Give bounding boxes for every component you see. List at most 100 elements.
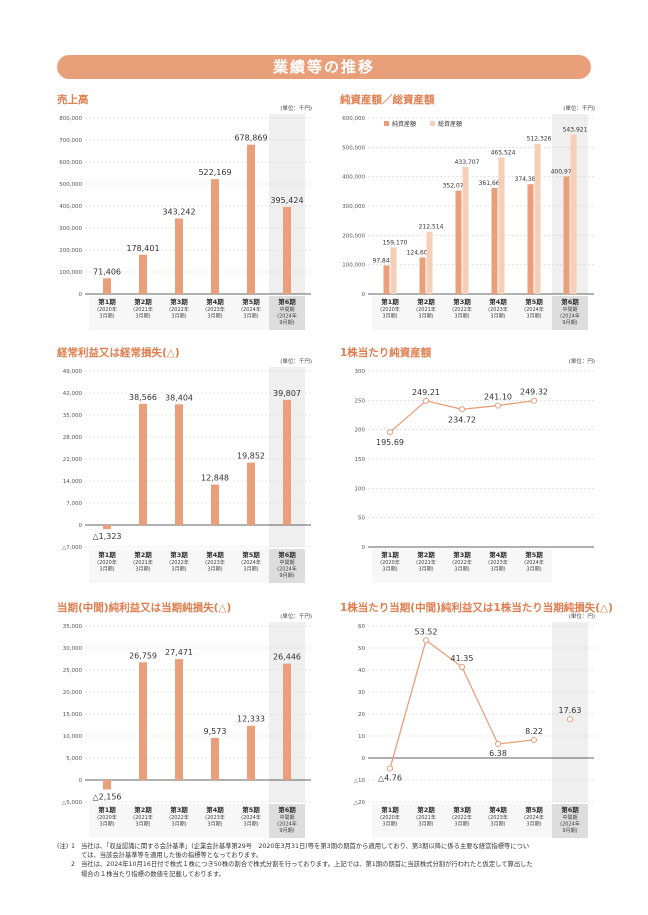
category-label: 第5期 (242, 805, 260, 814)
bar-総資産額-第4期 (498, 157, 505, 294)
y-tick-label: 21,000 (63, 457, 83, 463)
point-value-label: 17.63 (559, 706, 582, 715)
category-sublabel: 3月期) (382, 822, 397, 828)
bar-純資産額-第6期 (563, 176, 570, 294)
y-tick-label: 40 (358, 668, 365, 674)
bar-第6期 (283, 663, 291, 780)
category-label: 第2期 (417, 805, 435, 814)
bar-value-label: 27,471 (165, 648, 193, 657)
y-tick-label: 150 (355, 457, 366, 463)
y-tick-label: 200,000 (59, 248, 82, 254)
bar-value-label: 9,573 (204, 727, 227, 736)
category-label: 第3期 (170, 550, 188, 559)
footnote-1: (注) 1 当社は、「収益認識に関する会計基準」(企業会計基準第29号 2020… (57, 842, 597, 860)
y-tick-label: 20 (358, 712, 365, 718)
category-sublabel: (2020年 (97, 559, 117, 566)
category-sublabel: (2024年 (560, 313, 580, 320)
category-sublabel: (2020年 (380, 559, 400, 566)
category-sublabel: 3月期) (99, 822, 114, 828)
data-point (458, 663, 466, 671)
point-value-label: 234.72 (448, 415, 476, 424)
bar-第3期 (175, 404, 183, 525)
category-label: 第3期 (170, 297, 188, 306)
category-sublabel: 3月期) (490, 314, 505, 320)
category-sublabel: (2020年 (380, 814, 400, 821)
footnote-mark: (注) (57, 843, 69, 850)
y-tick-label: 5,000 (66, 756, 82, 762)
interim-period-label-shade (269, 804, 305, 838)
bar-value-label: 400,979 (551, 168, 576, 175)
bar-value-label: 26,759 (129, 651, 157, 660)
eps-chart: △20△100102030405060第1期(2020年3月期)第2期(2021… (354, 622, 594, 838)
category-sublabel: 3月期) (135, 567, 150, 573)
bar-value-label: 433,707 (455, 159, 480, 166)
y-tick-label: 300,000 (342, 204, 365, 210)
chart-title: 経常利益又は経常損失(△) (57, 347, 180, 359)
y-tick-label: 700,000 (59, 138, 82, 144)
unit-label: (単位：千円) (563, 106, 595, 112)
category-sublabel: 3月期) (243, 567, 258, 573)
category-sublabel: (2024年 (241, 559, 261, 566)
category-label: 第5期 (242, 550, 260, 559)
bar-value-label: 678,869 (234, 134, 267, 143)
category-sublabel: (2021年 (133, 559, 153, 566)
category-sublabel: (2024年 (524, 559, 544, 566)
footnote-text: 当社は、2024年10月16日付で株式１株につき50株の割合で株式分割を行ってお… (81, 860, 597, 878)
category-sublabel: (2022年 (452, 559, 472, 566)
bar-value-label: 543,921 (563, 126, 588, 133)
y-tick-label: 300,000 (59, 226, 82, 232)
point-value-label: 241.10 (484, 393, 512, 402)
category-label: 第2期 (134, 297, 152, 306)
category-sublabel: (2021年 (416, 559, 436, 566)
legend-swatch (384, 121, 389, 126)
category-sublabel: 3月期) (243, 314, 258, 320)
y-tick-label: 200 (355, 428, 366, 434)
bar-第3期 (175, 218, 183, 294)
category-sublabel: 3月期) (418, 314, 433, 320)
bar-第4期 (211, 737, 219, 780)
category-sublabel: 3月期) (526, 822, 541, 828)
bar-第4期 (211, 179, 219, 294)
interim-period-label-shade (552, 804, 588, 838)
category-label: 第5期 (525, 297, 543, 306)
y-tick-label: 30 (358, 690, 365, 696)
category-sublabel: (2021年 (133, 306, 153, 313)
bar-第6期 (283, 207, 291, 294)
bar-総資産額-第5期 (534, 143, 541, 294)
category-sublabel: (2022年 (169, 559, 189, 566)
bar-value-label: 361,661 (479, 180, 504, 187)
data-point (386, 429, 394, 436)
category-sublabel: 3月期) (243, 822, 258, 828)
bar-value-label: 12,848 (201, 474, 229, 483)
y-tick-label: 28,000 (63, 435, 83, 441)
y-tick-label: 0 (79, 523, 83, 529)
footnote-text: 当社は、「収益認識に関する会計基準」(企業会計基準第29号 2020年3月31日… (81, 842, 597, 860)
category-sublabel: 3月期) (99, 567, 114, 573)
y-tick-label: 800,000 (59, 116, 82, 122)
bar-value-label: 19,852 (237, 452, 265, 461)
category-sublabel: (2023年 (488, 306, 508, 313)
category-sublabel: 3月期) (171, 314, 186, 320)
bar-総資産額-第3期 (462, 166, 469, 294)
unit-label: (単位：千円) (280, 106, 312, 112)
category-sublabel: (2024年 (524, 814, 544, 821)
y-tick-label: 100,000 (59, 270, 82, 276)
category-sublabel: 9月期) (279, 828, 294, 834)
y-tick-label: 25,000 (63, 668, 83, 674)
category-sublabel: 3月期) (207, 567, 222, 573)
category-label: 第3期 (170, 805, 188, 814)
interim-period-label-shade (269, 296, 305, 330)
category-label: 第6期 (278, 805, 296, 814)
category-sublabel: 3月期) (207, 314, 222, 320)
category-sublabel: 3月期) (99, 314, 114, 320)
y-tick-label: 400,000 (59, 204, 82, 210)
y-tick-label: 500,000 (59, 182, 82, 188)
net-income-chart: △5,000 0 5,000 10,000 15,000 20,000 25,000 30,0… (62, 622, 311, 838)
bps-chart-panel: 1株当たり純資産額 (単位：円) 0 50 100 150 200 250 300 第1期 (2… (340, 345, 595, 585)
category-sublabel: 3月期) (171, 822, 186, 828)
legend-label: 総資産額 (438, 120, 462, 128)
footnotes: (注) 1 当社は、「収益認識に関する会計基準」(企業会計基準第29号 2020… (57, 842, 597, 879)
category-sublabel: 3月期) (418, 567, 433, 573)
bar-value-label: 352,074 (443, 183, 468, 190)
category-label: 第4期 (489, 550, 507, 559)
